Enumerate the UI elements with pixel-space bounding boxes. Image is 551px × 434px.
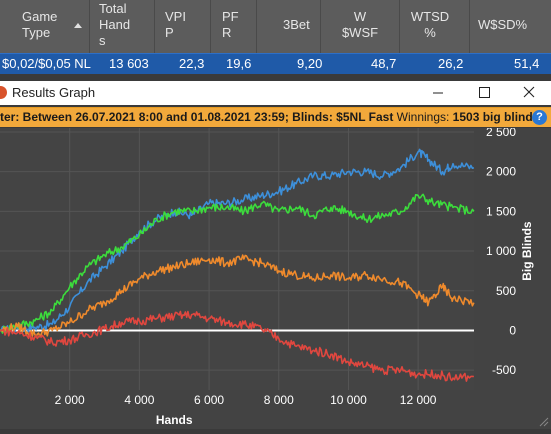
x-axis-label: Hands (156, 413, 193, 427)
series-line-2 (0, 193, 475, 334)
maximize-icon (479, 87, 490, 98)
help-icon[interactable]: ? (532, 110, 547, 125)
x-tick-label: 4 000 (124, 393, 154, 407)
y-tick-label: 1 500 (486, 204, 516, 218)
stats-header: Game Type Total Hand s VPI P PF R 3Bet W… (0, 0, 551, 53)
cell-wtsd: 26,2 (438, 56, 464, 71)
series-line-3 (0, 254, 475, 338)
results-graph: 2 000 4 000 6 000 8 000 10 000 12 000 2 500 2 0… (0, 125, 551, 429)
window-title: Results Graph (12, 85, 96, 100)
close-button[interactable] (506, 81, 551, 105)
stats-table: Game Type Total Hand s VPI P PF R 3Bet W… (0, 0, 551, 74)
column-header-3bet[interactable]: 3Bet (257, 0, 321, 53)
cell-wsd: 51,4 (514, 56, 540, 71)
y-tick-label: 1 000 (486, 244, 516, 258)
app-icon (0, 86, 7, 99)
column-header-total-hands[interactable]: Total Hand s (90, 0, 155, 53)
x-tick-label: 10 000 (330, 393, 367, 407)
x-tick-label: 8 000 (264, 393, 294, 407)
window-titlebar[interactable]: Results Graph (0, 81, 551, 105)
column-header-wwsf[interactable]: W $WSF (321, 0, 400, 53)
filter-description: ter: Between 26.07.2021 8:00 and 01.08.2… (0, 110, 394, 124)
resize-grip-icon (539, 417, 549, 427)
y-tick-label: 2 500 (486, 128, 516, 139)
x-tick-label: 6 000 (194, 393, 224, 407)
y-axis-label: Big Blinds (520, 221, 534, 281)
minimize-button[interactable] (415, 81, 461, 105)
cell-3bet: 9,20 (297, 56, 323, 71)
y-tick-label: 500 (496, 284, 516, 298)
column-header-game-type[interactable]: Game Type (0, 0, 90, 53)
plot-area (0, 128, 474, 390)
winnings-value: 1503 big blinds (452, 110, 540, 124)
column-header-vpip[interactable]: VPI P (155, 0, 211, 53)
y-tick-label: 2 000 (486, 165, 516, 179)
maximize-button[interactable] (461, 81, 507, 105)
cell-game-type: $0,02/$0,05 NL (2, 56, 91, 71)
series-line-4 (0, 310, 474, 382)
cell-total-hands: 13 603 (109, 56, 149, 71)
minimize-icon (433, 92, 443, 94)
filter-bar[interactable]: ter: Between 26.07.2021 8:00 and 01.08.2… (0, 107, 551, 127)
sort-ascending-icon (74, 23, 82, 28)
y-tick-label: 0 (509, 323, 516, 337)
table-row[interactable]: $0,02/$0,05 NL 13 603 22,3 19,6 9,20 48,… (0, 53, 551, 74)
column-header-wtsd[interactable]: WTSD % (400, 0, 470, 53)
column-header-pfr[interactable]: PF R (211, 0, 257, 53)
cell-vpip: 22,3 (179, 56, 205, 71)
y-tick-label: -500 (492, 363, 516, 377)
close-icon (523, 86, 535, 98)
cell-wwsf: 48,7 (371, 56, 397, 71)
series-line-1 (0, 148, 475, 335)
cell-pfr: 19,6 (226, 56, 252, 71)
x-tick-label: 2 000 (55, 393, 85, 407)
results-chart: 2 000 4 000 6 000 8 000 10 000 12 000 2 500 2 0… (0, 125, 549, 427)
column-header-wsd[interactable]: W$SD% (478, 17, 528, 32)
winnings-label: Winnings: (393, 110, 453, 124)
x-tick-label: 12 000 (400, 393, 437, 407)
